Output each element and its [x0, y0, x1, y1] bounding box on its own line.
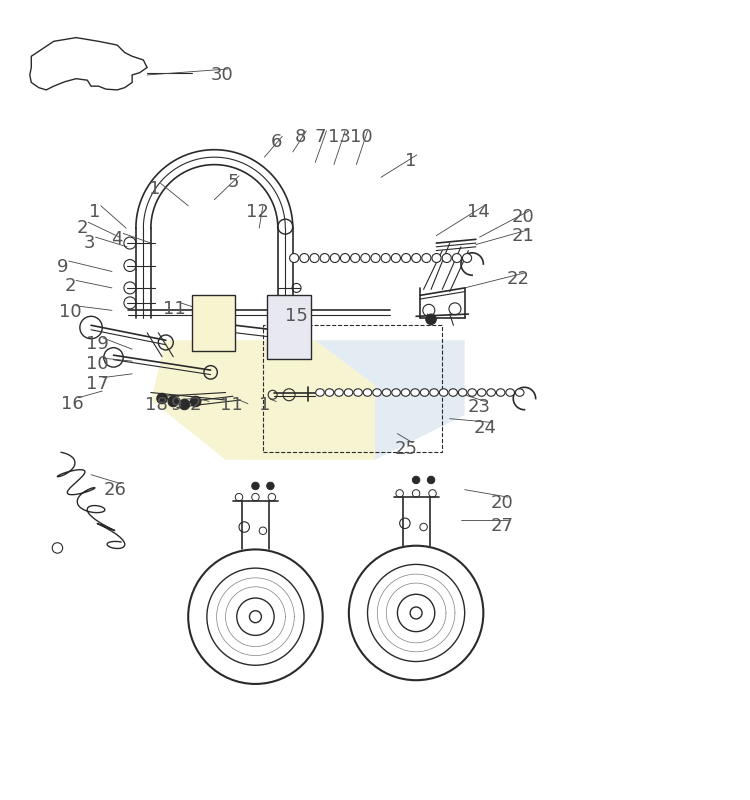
Ellipse shape — [361, 254, 370, 262]
Text: 2: 2 — [76, 219, 88, 237]
Ellipse shape — [442, 254, 452, 262]
Text: 25: 25 — [395, 439, 418, 458]
Ellipse shape — [290, 254, 298, 262]
Text: 10: 10 — [86, 355, 108, 373]
Text: 7: 7 — [315, 128, 326, 146]
Ellipse shape — [420, 389, 429, 396]
Text: 22: 22 — [507, 270, 530, 288]
Polygon shape — [315, 340, 465, 460]
Circle shape — [410, 607, 422, 619]
Circle shape — [250, 610, 262, 622]
Text: 20: 20 — [512, 208, 534, 226]
Text: 27: 27 — [490, 517, 514, 534]
Text: 10: 10 — [58, 303, 82, 321]
Ellipse shape — [487, 389, 496, 396]
Text: 3: 3 — [84, 234, 95, 252]
Ellipse shape — [320, 254, 329, 262]
Text: 23: 23 — [468, 398, 491, 417]
Ellipse shape — [354, 389, 362, 396]
Text: 12: 12 — [245, 202, 268, 221]
Text: 1: 1 — [89, 202, 101, 221]
FancyBboxPatch shape — [192, 295, 236, 351]
Ellipse shape — [381, 254, 390, 262]
Text: 4: 4 — [112, 230, 123, 248]
Ellipse shape — [330, 254, 340, 262]
Ellipse shape — [440, 389, 448, 396]
Text: 13: 13 — [328, 128, 350, 146]
Text: 2: 2 — [64, 278, 76, 295]
Text: 19: 19 — [86, 335, 109, 353]
Circle shape — [179, 399, 190, 410]
Text: 15: 15 — [285, 307, 308, 326]
Text: 8: 8 — [295, 128, 306, 146]
Text: 30: 30 — [211, 66, 233, 84]
Ellipse shape — [326, 389, 334, 396]
Ellipse shape — [422, 254, 431, 262]
Text: 9: 9 — [171, 396, 183, 414]
Text: 17: 17 — [86, 374, 109, 393]
Text: 24: 24 — [474, 419, 497, 438]
Ellipse shape — [392, 254, 400, 262]
Ellipse shape — [344, 389, 352, 396]
Ellipse shape — [448, 389, 458, 396]
Ellipse shape — [477, 389, 486, 396]
Circle shape — [168, 396, 178, 406]
Text: 21: 21 — [512, 226, 535, 245]
Ellipse shape — [310, 254, 319, 262]
Ellipse shape — [496, 389, 505, 396]
Ellipse shape — [334, 389, 344, 396]
Text: 16: 16 — [61, 394, 84, 413]
Circle shape — [190, 396, 201, 406]
Text: 11: 11 — [164, 300, 186, 318]
Text: 2: 2 — [190, 396, 202, 414]
Text: 18: 18 — [146, 396, 168, 414]
Circle shape — [413, 476, 420, 484]
Circle shape — [426, 314, 436, 325]
Text: 1: 1 — [149, 180, 160, 198]
Bar — [263, 326, 442, 452]
Ellipse shape — [452, 254, 461, 262]
Ellipse shape — [432, 254, 441, 262]
Text: 5: 5 — [227, 173, 238, 191]
Text: 14: 14 — [466, 202, 490, 221]
Ellipse shape — [300, 254, 309, 262]
Text: 6: 6 — [271, 134, 282, 151]
FancyBboxPatch shape — [267, 295, 311, 359]
Ellipse shape — [350, 254, 360, 262]
Polygon shape — [151, 340, 375, 460]
Text: 1: 1 — [405, 152, 416, 170]
Ellipse shape — [363, 389, 372, 396]
Ellipse shape — [340, 254, 350, 262]
Ellipse shape — [458, 389, 467, 396]
Ellipse shape — [392, 389, 400, 396]
Ellipse shape — [411, 389, 419, 396]
Circle shape — [157, 394, 167, 404]
Ellipse shape — [371, 254, 380, 262]
Ellipse shape — [401, 389, 410, 396]
Circle shape — [252, 482, 260, 490]
Polygon shape — [30, 38, 147, 90]
Ellipse shape — [401, 254, 410, 262]
Ellipse shape — [515, 389, 524, 396]
Text: 1: 1 — [259, 396, 270, 414]
Text: 20: 20 — [490, 494, 514, 512]
Ellipse shape — [468, 389, 476, 396]
Text: 11: 11 — [220, 396, 243, 414]
Text: 10: 10 — [350, 128, 373, 146]
Circle shape — [267, 482, 274, 490]
Ellipse shape — [506, 389, 515, 396]
Ellipse shape — [382, 389, 391, 396]
Ellipse shape — [412, 254, 421, 262]
Text: 26: 26 — [104, 481, 127, 498]
Ellipse shape — [316, 389, 324, 396]
Ellipse shape — [373, 389, 381, 396]
Text: 9: 9 — [57, 258, 68, 276]
Circle shape — [427, 476, 435, 484]
Ellipse shape — [430, 389, 439, 396]
Ellipse shape — [463, 254, 472, 262]
